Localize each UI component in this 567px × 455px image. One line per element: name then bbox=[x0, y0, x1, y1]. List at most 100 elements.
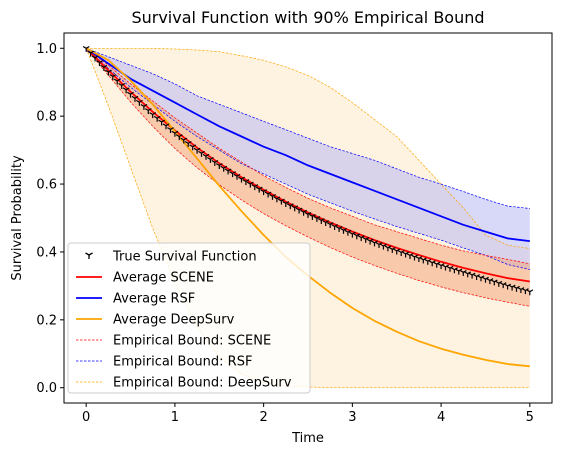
marker-stroke bbox=[152, 112, 157, 116]
true-survival-marker bbox=[353, 233, 361, 240]
marker-stroke bbox=[210, 156, 214, 160]
marker-stroke bbox=[400, 250, 405, 253]
marker-stroke bbox=[427, 258, 432, 262]
marker-stroke bbox=[440, 263, 445, 267]
marker-stroke bbox=[424, 258, 429, 262]
true-survival-marker bbox=[87, 50, 95, 57]
marker-stroke bbox=[149, 112, 154, 116]
marker-stroke bbox=[232, 171, 237, 175]
true-survival-marker bbox=[490, 279, 498, 286]
marker-stroke bbox=[269, 193, 273, 197]
marker-stroke bbox=[263, 189, 268, 193]
marker-stroke bbox=[215, 163, 220, 166]
marker-stroke bbox=[198, 150, 202, 154]
true-survival-marker bbox=[406, 253, 414, 259]
marker-stroke bbox=[170, 127, 174, 130]
marker-stroke bbox=[156, 115, 161, 119]
marker-stroke bbox=[94, 55, 99, 59]
true-survival-marker bbox=[206, 156, 214, 163]
marker-stroke bbox=[482, 276, 486, 280]
marker-stroke bbox=[116, 78, 121, 82]
marker-stroke bbox=[513, 285, 517, 289]
marker-stroke bbox=[127, 91, 131, 95]
true-survival-marker bbox=[162, 123, 170, 130]
marker-stroke bbox=[273, 196, 278, 200]
marker-stroke bbox=[96, 60, 100, 64]
marker-stroke bbox=[255, 186, 260, 190]
true-survival-marker bbox=[82, 45, 90, 52]
marker-stroke bbox=[499, 282, 504, 286]
marker-stroke bbox=[357, 235, 362, 239]
marker-stroke bbox=[384, 245, 389, 249]
marker-stroke bbox=[428, 260, 433, 264]
bound-fill-rsf bbox=[86, 48, 530, 270]
true-survival-marker bbox=[198, 150, 205, 157]
true-survival-marker bbox=[100, 64, 108, 71]
marker-stroke bbox=[205, 153, 210, 157]
true-survival-marker bbox=[415, 256, 423, 262]
marker-stroke bbox=[422, 257, 427, 261]
true-survival-marker bbox=[180, 137, 188, 144]
marker-stroke bbox=[419, 257, 424, 261]
bound-fill-scene bbox=[86, 48, 530, 307]
marker-stroke bbox=[162, 123, 167, 127]
marker-stroke bbox=[387, 245, 392, 249]
true-survival-marker bbox=[269, 193, 276, 200]
marker-stroke bbox=[91, 55, 96, 59]
marker-stroke bbox=[303, 209, 308, 213]
marker-stroke bbox=[485, 276, 489, 280]
marker-stroke bbox=[437, 263, 442, 267]
true-survival-marker bbox=[238, 176, 245, 183]
marker-stroke bbox=[224, 168, 229, 172]
bound-upper-scene bbox=[85, 48, 530, 265]
marker-stroke bbox=[433, 261, 438, 265]
marker-stroke bbox=[317, 218, 322, 221]
marker-stroke bbox=[477, 275, 482, 279]
marker-stroke bbox=[100, 64, 105, 68]
true-survival-marker bbox=[215, 163, 223, 169]
marker-stroke bbox=[180, 137, 185, 141]
legend-label-average-scene: Average SCENE bbox=[113, 271, 214, 286]
true-survival-marker bbox=[428, 260, 436, 267]
true-survival-marker bbox=[402, 251, 410, 258]
bound-upper-deepsurv bbox=[86, 47, 530, 249]
legend-label-empirical-bound-deepsurv: Empirical Bound: DeepSurv bbox=[113, 376, 292, 391]
marker-stroke bbox=[242, 179, 247, 183]
x-axis-title: Time bbox=[291, 431, 324, 446]
marker-stroke bbox=[365, 236, 370, 240]
marker-stroke bbox=[352, 231, 356, 235]
x-tick-label: 2 bbox=[259, 410, 267, 425]
true-survival-marker bbox=[260, 189, 268, 196]
marker-stroke bbox=[397, 250, 402, 253]
marker-stroke bbox=[374, 240, 378, 244]
true-survival-marker bbox=[482, 276, 489, 283]
marker-stroke bbox=[167, 127, 171, 130]
marker-stroke bbox=[118, 82, 123, 86]
true-survival-marker bbox=[242, 179, 250, 186]
x-tick-label: 5 bbox=[526, 410, 534, 425]
marker-stroke bbox=[140, 103, 145, 107]
true-survival-marker bbox=[246, 181, 254, 188]
marker-stroke bbox=[312, 213, 316, 217]
legend-label-true-survival-function: True Survival Function bbox=[112, 250, 257, 265]
marker-stroke bbox=[85, 252, 90, 256]
legend-label-empirical-bound-scene: Empirical Bound: SCENE bbox=[113, 334, 271, 349]
marker-stroke bbox=[471, 272, 476, 276]
marker-stroke bbox=[103, 64, 108, 68]
marker-stroke bbox=[161, 119, 166, 123]
marker-stroke bbox=[192, 144, 197, 148]
marker-stroke bbox=[366, 238, 371, 242]
true-survival-marker bbox=[144, 108, 152, 115]
true-survival-marker bbox=[277, 198, 285, 205]
marker-stroke bbox=[344, 229, 349, 233]
marker-stroke bbox=[218, 163, 223, 166]
marker-stroke bbox=[134, 95, 139, 99]
marker-stroke bbox=[334, 224, 339, 227]
marker-stroke bbox=[360, 235, 365, 239]
marker-stroke bbox=[251, 184, 256, 188]
true-survival-marker bbox=[220, 165, 228, 172]
true-survival-marker bbox=[424, 258, 432, 265]
true-survival-marker bbox=[251, 184, 259, 191]
true-survival-marker bbox=[357, 235, 365, 242]
